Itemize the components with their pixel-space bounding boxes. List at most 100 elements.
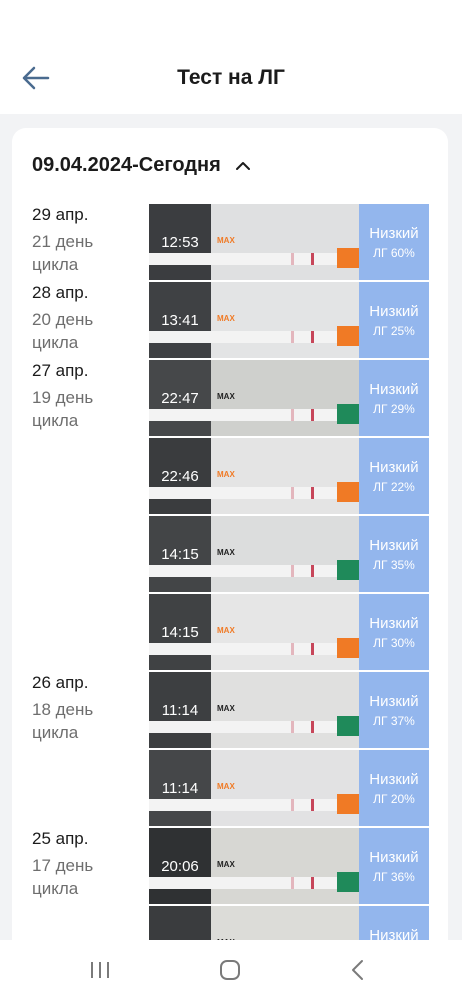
test-row: MAX 14:15 Низкий ЛГ 30% [12,594,448,670]
home-icon [220,960,240,980]
test-strip-photo[interactable]: MAX 22:46 [149,438,359,514]
test-time: 11:14 [161,701,199,719]
photo-shadow [149,750,211,826]
result-badge[interactable]: Низкий ЛГ 30% [359,594,429,670]
test-strip-photo[interactable]: MAX 11:14 [149,672,359,748]
photo-background [211,828,359,904]
photo-background [211,906,359,940]
lh-percent: ЛГ 22% [373,480,415,494]
test-strip [149,877,359,889]
result-level: Низкий [369,303,419,320]
strip-handle [337,560,359,580]
result-level: Низкий [369,693,419,710]
back-button[interactable] [18,60,54,96]
result-badge[interactable]: Низкий ЛГ 60% [359,204,429,280]
test-strip [149,409,359,421]
test-strip-photo[interactable]: MAX 12:53 [149,204,359,280]
home-button[interactable] [216,956,244,984]
test-strip [149,643,359,655]
day-info: 27 апр. 19 день цикла [32,360,152,432]
result-badge[interactable]: Низкий ЛГ 36% [359,828,429,904]
test-row: 26 апр. 18 день цикла MAX 11:14 Низкий ЛГ 37% [12,672,448,748]
day-info [32,438,152,442]
result-badge[interactable]: Низкий [359,906,429,940]
test-row: MAX 22:46 Низкий ЛГ 22% [12,438,448,514]
test-line [291,799,294,811]
max-label: MAX [217,236,235,245]
test-date: 28 апр. [32,283,89,302]
test-strip-photo[interactable]: MAX 22:47 [149,360,359,436]
test-date: 25 апр. [32,829,89,848]
control-line [311,643,314,655]
lh-percent: ЛГ 60% [373,246,415,260]
result-badge[interactable]: Низкий ЛГ 37% [359,672,429,748]
photo-shadow [149,906,211,940]
strip-handle [337,326,359,346]
control-line [311,877,314,889]
max-label: MAX [217,470,235,479]
result-level: Низкий [369,771,419,788]
test-strip-photo[interactable]: MAX 11:14 [149,750,359,826]
photo-background [211,516,359,592]
test-row: 29 апр. 21 день цикла MAX 12:53 Низкий ЛГ 60% [12,204,448,280]
page-title: Тест на ЛГ [177,66,285,89]
control-line [311,565,314,577]
test-line [291,721,294,733]
test-date: 27 апр. [32,361,89,380]
test-strip-photo[interactable]: MAX 13:41 [149,282,359,358]
cycle-day: 17 день цикла [32,856,94,898]
result-badge[interactable]: Низкий ЛГ 29% [359,360,429,436]
recent-apps-button[interactable] [86,956,114,984]
test-line [291,877,294,889]
test-line [291,565,294,577]
result-level: Низкий [369,849,419,866]
test-strip-photo[interactable]: MAX 14:15 [149,516,359,592]
result-badge[interactable]: Низкий ЛГ 20% [359,750,429,826]
cycle-day: 18 день цикла [32,700,94,742]
lh-percent: ЛГ 20% [373,792,415,806]
lh-percent: ЛГ 30% [373,636,415,650]
control-line [311,799,314,811]
cycle-day: 20 день цикла [32,310,94,352]
test-time: 13:41 [161,311,199,329]
max-label: MAX [217,626,235,635]
result-badge[interactable]: Низкий ЛГ 25% [359,282,429,358]
result-badge[interactable]: Низкий ЛГ 35% [359,516,429,592]
test-strip [149,721,359,733]
date-range-toggle[interactable]: 09.04.2024-Сегодня [32,154,251,177]
max-label: MAX [217,860,235,869]
arrow-left-icon [22,66,50,90]
test-row: 27 апр. 19 день цикла MAX 22:47 Низкий ЛГ 29% [12,360,448,436]
result-level: Низкий [369,537,419,554]
result-level: Низкий [369,615,419,632]
test-strip [149,253,359,265]
test-strip-photo[interactable]: MAX 20:06 [149,828,359,904]
day-info [32,750,152,754]
test-time: 22:47 [161,389,199,407]
test-time: 11:14 [161,779,199,797]
photo-shadow [149,438,211,514]
test-strip [149,331,359,343]
day-info [32,516,152,520]
test-time: 22:46 [161,467,199,485]
photo-shadow [149,360,211,436]
test-date: 29 апр. [32,205,89,224]
test-line [291,487,294,499]
test-line [291,331,294,343]
test-time: 14:15 [161,623,199,641]
cycle-day: 21 день цикла [32,232,94,274]
strip-handle [337,716,359,736]
day-info [32,594,152,598]
test-strip [149,565,359,577]
photo-shadow [149,672,211,748]
test-date: 26 апр. [32,673,89,692]
test-strip-photo[interactable]: MAX [149,906,359,940]
photo-background [211,438,359,514]
back-nav-button[interactable] [344,956,372,984]
photo-background [211,750,359,826]
max-label: MAX [217,704,235,713]
test-strip-photo[interactable]: MAX 14:15 [149,594,359,670]
result-badge[interactable]: Низкий ЛГ 22% [359,438,429,514]
photo-shadow [149,828,211,904]
test-line [291,643,294,655]
